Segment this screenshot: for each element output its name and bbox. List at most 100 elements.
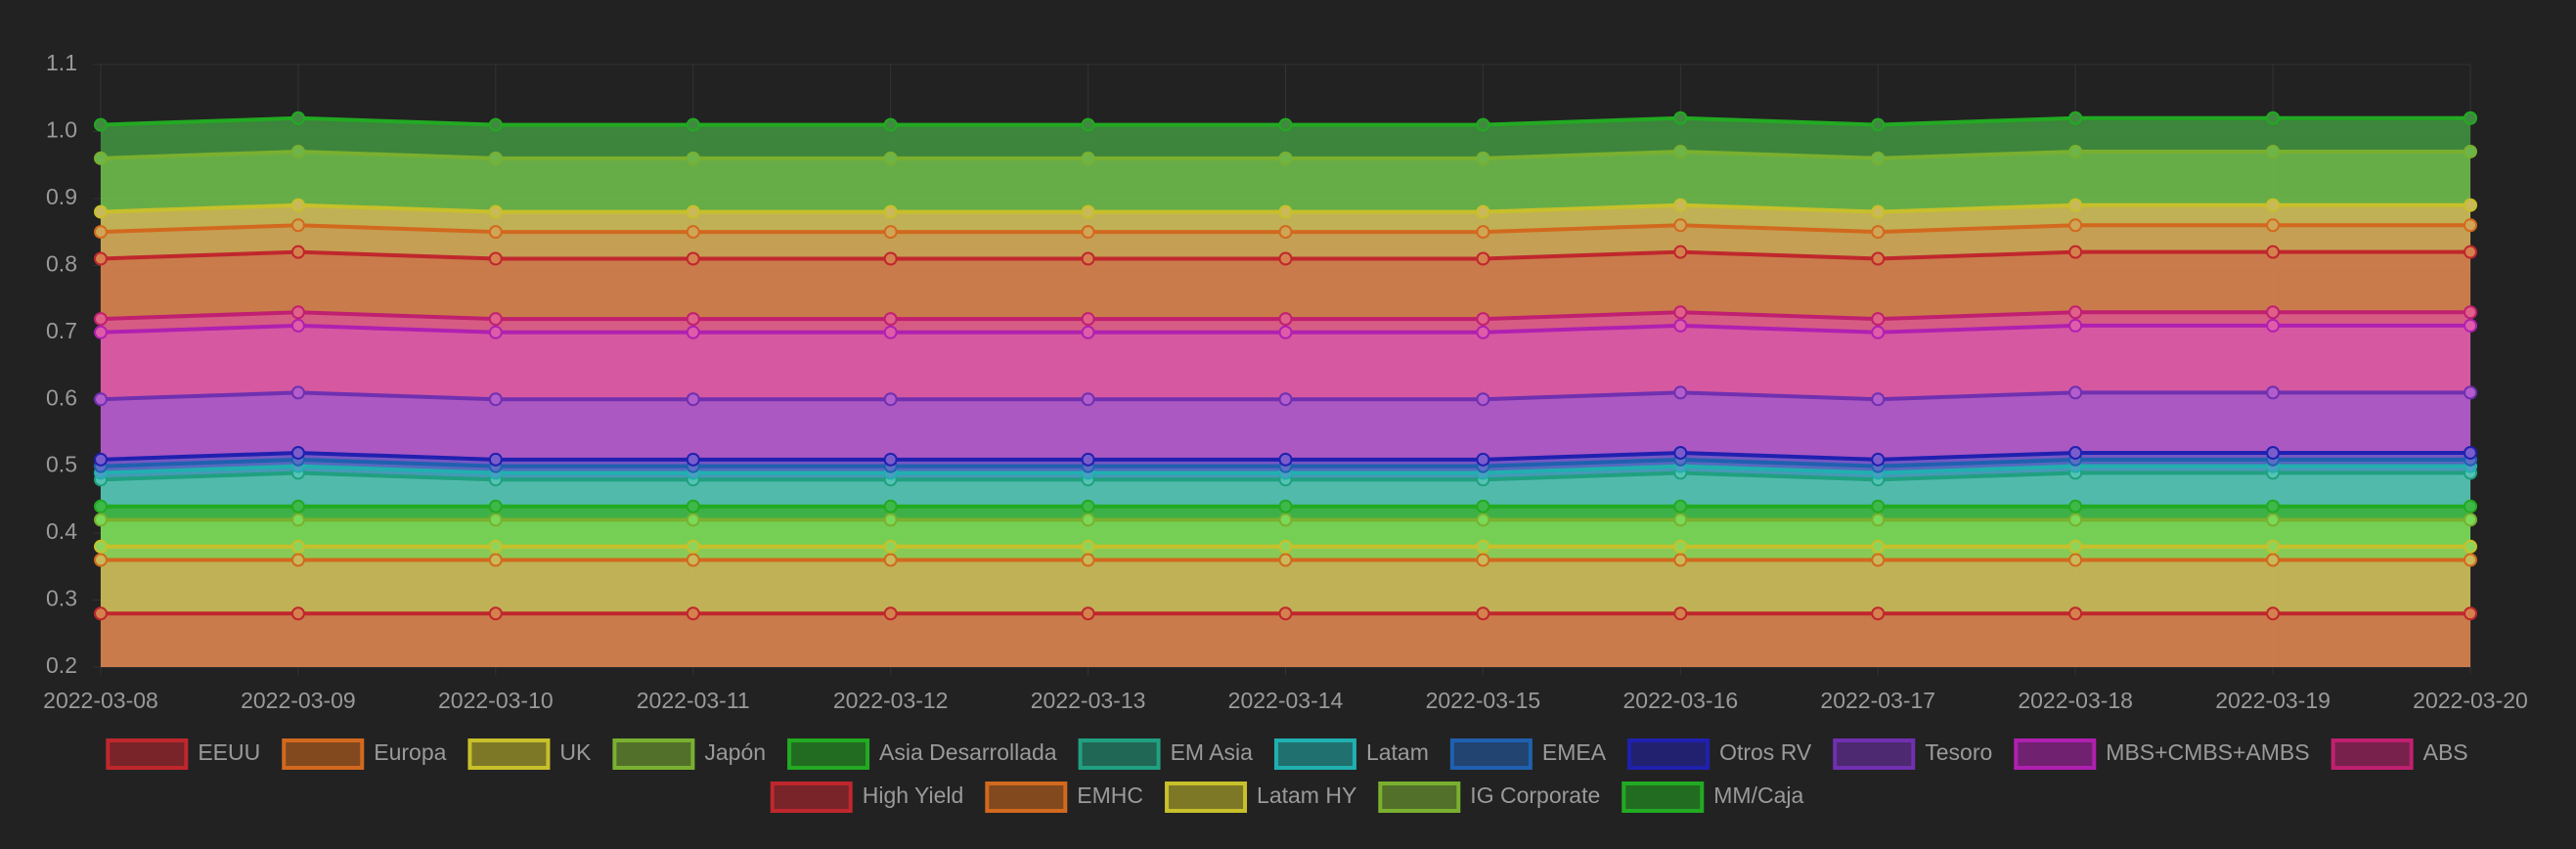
- point: [2464, 499, 2477, 514]
- point: [1673, 305, 1688, 320]
- y-tick-label: 0.3: [46, 586, 77, 611]
- legend-item: IG Corporate: [1378, 782, 1600, 813]
- point: [2464, 513, 2477, 527]
- area: [101, 559, 2470, 614]
- point: [1278, 513, 1293, 527]
- point: [1871, 225, 1886, 240]
- x-tick-label: 2022-03-13: [1031, 688, 1146, 713]
- point: [2266, 606, 2281, 621]
- point: [1476, 513, 1490, 527]
- point: [290, 513, 305, 527]
- legend-swatch: [1627, 738, 1710, 770]
- legend-label: Latam HY: [1257, 782, 1356, 808]
- point: [1278, 204, 1293, 219]
- point: [1476, 312, 1490, 327]
- legend-item: MBS+CMBS+AMBS: [2014, 738, 2310, 770]
- point: [1081, 225, 1095, 240]
- legend-swatch: [1378, 782, 1461, 813]
- point: [2266, 385, 2281, 400]
- legend-label: Asia Desarrollada: [879, 739, 1057, 765]
- point: [488, 392, 503, 407]
- legend-item: Latam HY: [1165, 782, 1356, 813]
- point: [2464, 385, 2477, 400]
- point: [1871, 513, 1886, 527]
- point: [1476, 225, 1490, 240]
- point: [2464, 539, 2477, 554]
- point: [2068, 245, 2083, 259]
- point: [2068, 318, 2083, 333]
- point: [1081, 204, 1095, 219]
- point: [1476, 392, 1490, 407]
- point: [686, 553, 700, 567]
- legend-item: ABS: [2331, 738, 2468, 770]
- point: [1278, 499, 1293, 514]
- x-tick-label: 2022-03-16: [1623, 688, 1739, 713]
- point: [290, 445, 305, 460]
- legend-swatch: [1078, 738, 1161, 770]
- point: [1871, 117, 1886, 132]
- point: [1476, 325, 1490, 339]
- legend-label: Europa: [374, 739, 446, 765]
- point: [1871, 204, 1886, 219]
- x-tick-label: 2022-03-10: [438, 688, 554, 713]
- point: [1871, 499, 1886, 514]
- point: [94, 225, 108, 240]
- point: [686, 499, 700, 514]
- point: [94, 151, 108, 165]
- area: [101, 251, 2470, 320]
- point: [94, 325, 108, 339]
- point: [2266, 318, 2281, 333]
- legend-label: EM Asia: [1171, 739, 1254, 765]
- y-tick-label: 0.9: [46, 184, 77, 209]
- point: [94, 204, 108, 219]
- point: [94, 312, 108, 327]
- point: [883, 513, 898, 527]
- point: [1081, 606, 1095, 621]
- point: [686, 513, 700, 527]
- point: [2464, 111, 2477, 125]
- point: [2068, 111, 2083, 125]
- legend-label: EEUU: [198, 739, 260, 765]
- legend-label: Tesoro: [1925, 739, 1992, 765]
- point: [686, 606, 700, 621]
- point: [2266, 445, 2281, 460]
- point: [2464, 245, 2477, 259]
- point: [1673, 513, 1688, 527]
- legend-label: High Yield: [863, 782, 964, 808]
- point: [94, 553, 108, 567]
- point: [2068, 305, 2083, 320]
- point: [2464, 198, 2477, 212]
- area: [101, 325, 2470, 400]
- point: [1673, 198, 1688, 212]
- y-tick-label: 0.2: [46, 652, 77, 678]
- point: [2266, 553, 2281, 567]
- point: [686, 117, 700, 132]
- point: [290, 318, 305, 333]
- point: [94, 117, 108, 132]
- point: [1278, 539, 1293, 554]
- point: [1081, 151, 1095, 165]
- point: [1278, 392, 1293, 407]
- point: [686, 452, 700, 467]
- point: [883, 325, 898, 339]
- point: [94, 606, 108, 621]
- legend-item: Asia Desarrollada: [787, 738, 1057, 770]
- point: [1278, 553, 1293, 567]
- point: [488, 553, 503, 567]
- point: [94, 513, 108, 527]
- point: [686, 539, 700, 554]
- point: [290, 198, 305, 212]
- legend-swatch: [787, 738, 870, 770]
- y-tick-label: 0.8: [46, 250, 77, 276]
- point: [1476, 499, 1490, 514]
- point: [2464, 318, 2477, 333]
- legend-label: IG Corporate: [1470, 782, 1600, 808]
- legend-item: EEUU: [106, 738, 260, 770]
- point: [883, 204, 898, 219]
- point: [1871, 606, 1886, 621]
- point: [1278, 251, 1293, 266]
- x-tick-label: 2022-03-08: [43, 688, 158, 713]
- point: [2068, 499, 2083, 514]
- point: [2266, 513, 2281, 527]
